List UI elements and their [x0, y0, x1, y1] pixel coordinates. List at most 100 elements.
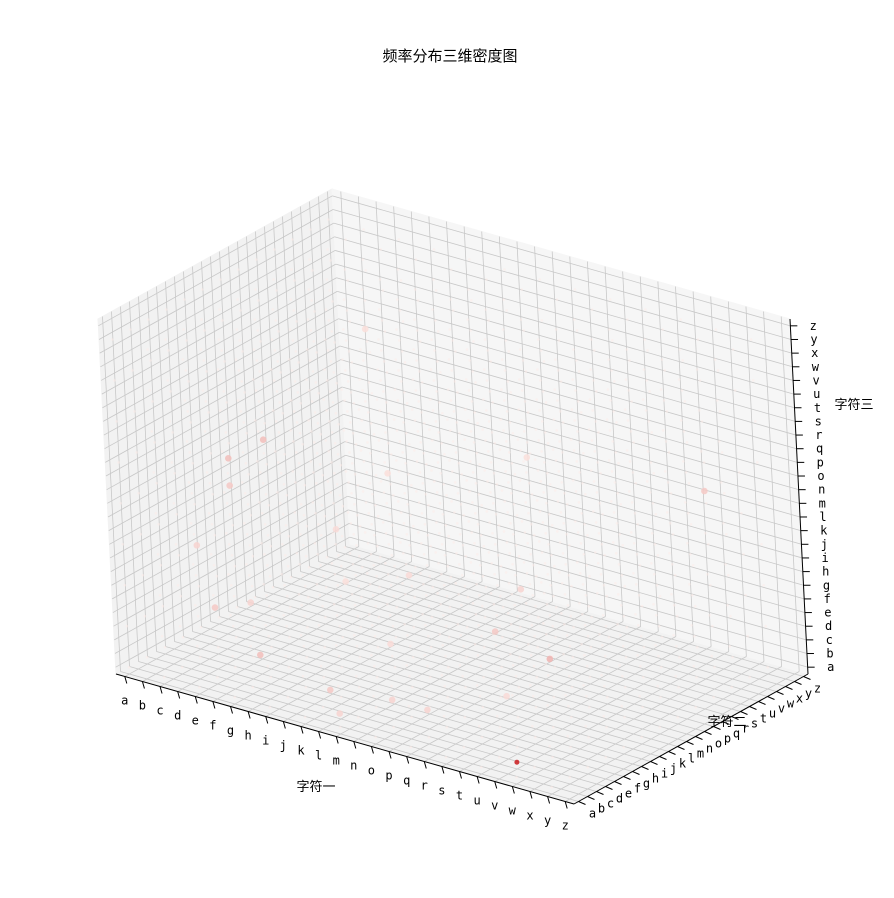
density-point-background: [372, 433, 376, 436]
density-point-background: [245, 432, 248, 435]
density-point-background: [277, 330, 280, 333]
density-point-background: [570, 715, 573, 719]
grid-line: [345, 546, 804, 677]
density-point-background: [269, 544, 273, 548]
density-point-background: [358, 655, 362, 659]
density-point-background: [291, 470, 295, 473]
density-point-background: [532, 564, 535, 567]
density-point-background: [405, 402, 409, 405]
density-point-background: [196, 614, 200, 618]
density-point-background: [391, 654, 394, 658]
density-point-background: [412, 524, 415, 528]
density-point-background: [232, 624, 235, 628]
density-point-background: [411, 655, 415, 659]
density-point-background: [585, 664, 589, 668]
density-point-background: [538, 540, 541, 543]
grid-line: [339, 345, 799, 477]
y-tick: [605, 786, 613, 790]
x-tick-label: c: [156, 704, 163, 718]
density-point-background: [576, 561, 579, 564]
data-point: [226, 482, 233, 489]
density-point-background: [277, 431, 281, 434]
density-point-background: [584, 724, 587, 728]
density-point-background: [414, 389, 418, 392]
grid-line: [192, 266, 211, 622]
density-point-background: [197, 584, 201, 588]
density-point-background: [287, 534, 291, 538]
density-point-background: [554, 635, 557, 639]
density-point-background: [478, 463, 482, 466]
density-point-background: [418, 340, 422, 343]
density-point-background: [190, 492, 194, 495]
grid-line: [675, 286, 694, 642]
density-point-background: [182, 328, 185, 331]
density-point-background: [682, 460, 685, 463]
density-point-background: [575, 460, 579, 463]
grid-line: [111, 468, 347, 600]
density-point-background: [570, 584, 573, 588]
density-point-background: [431, 439, 434, 442]
density-point-background: [650, 532, 654, 535]
density-point-background: [507, 481, 510, 484]
y-tick: [758, 701, 766, 705]
density-point-background: [546, 442, 550, 445]
density-point-background: [548, 513, 551, 516]
density-point-background: [733, 389, 737, 392]
density-point-background: [299, 402, 303, 405]
density-point-background: [597, 532, 601, 535]
density-point-background: [577, 400, 580, 403]
density-point-background: [524, 501, 527, 504]
grid-line: [327, 556, 786, 687]
density-point-background: [636, 523, 640, 526]
density-point-background: [289, 298, 293, 301]
density-point-background: [536, 645, 539, 649]
density-point-background: [418, 370, 421, 373]
density-point-background: [593, 450, 597, 453]
density-point-background: [385, 502, 389, 505]
density-point-background: [751, 379, 755, 382]
density-point-background: [549, 684, 553, 688]
density-point-background: [521, 490, 525, 493]
density-point-background: [160, 634, 164, 638]
density-point-background: [308, 258, 311, 261]
density-point-background: [440, 674, 444, 677]
grid-line: [338, 318, 797, 450]
grid-line: [147, 656, 606, 787]
grid-line: [745, 306, 765, 662]
density-point-background: [374, 735, 377, 739]
density-point-background: [342, 605, 345, 609]
y-tick-label: r: [742, 722, 749, 736]
density-point-background: [691, 564, 695, 567]
density-point-background: [203, 430, 207, 433]
density-point-background: [400, 350, 404, 353]
grid-line: [604, 266, 624, 622]
density-point-background: [558, 571, 561, 574]
density-point-background: [202, 359, 205, 362]
x-tick-label: r: [421, 779, 428, 793]
grid-line: [337, 291, 796, 422]
density-point-background: [310, 400, 314, 403]
density-point-background: [575, 359, 578, 362]
density-point-background: [436, 360, 439, 363]
density-point-background: [324, 585, 328, 589]
grid-line: [105, 345, 341, 477]
density-point-background: [199, 625, 203, 629]
density-point-background: [322, 675, 326, 679]
density-point-background: [236, 399, 240, 402]
density-point-background: [227, 442, 230, 445]
y-tick: [641, 766, 649, 770]
density-point-background: [394, 358, 398, 361]
density-point-background: [563, 623, 566, 626]
grid-line: [183, 271, 202, 627]
density-point-background: [401, 582, 404, 585]
density-point-background: [362, 460, 366, 463]
grid-line: [551, 251, 571, 607]
density-point-background: [487, 450, 490, 453]
density-point-background: [358, 378, 362, 381]
density-point-background: [264, 493, 268, 496]
density-point-background: [462, 644, 465, 648]
z-tick-label: q: [816, 442, 823, 456]
grid-line: [112, 482, 348, 613]
grid-line: [341, 372, 800, 504]
density-point-background: [585, 694, 588, 698]
